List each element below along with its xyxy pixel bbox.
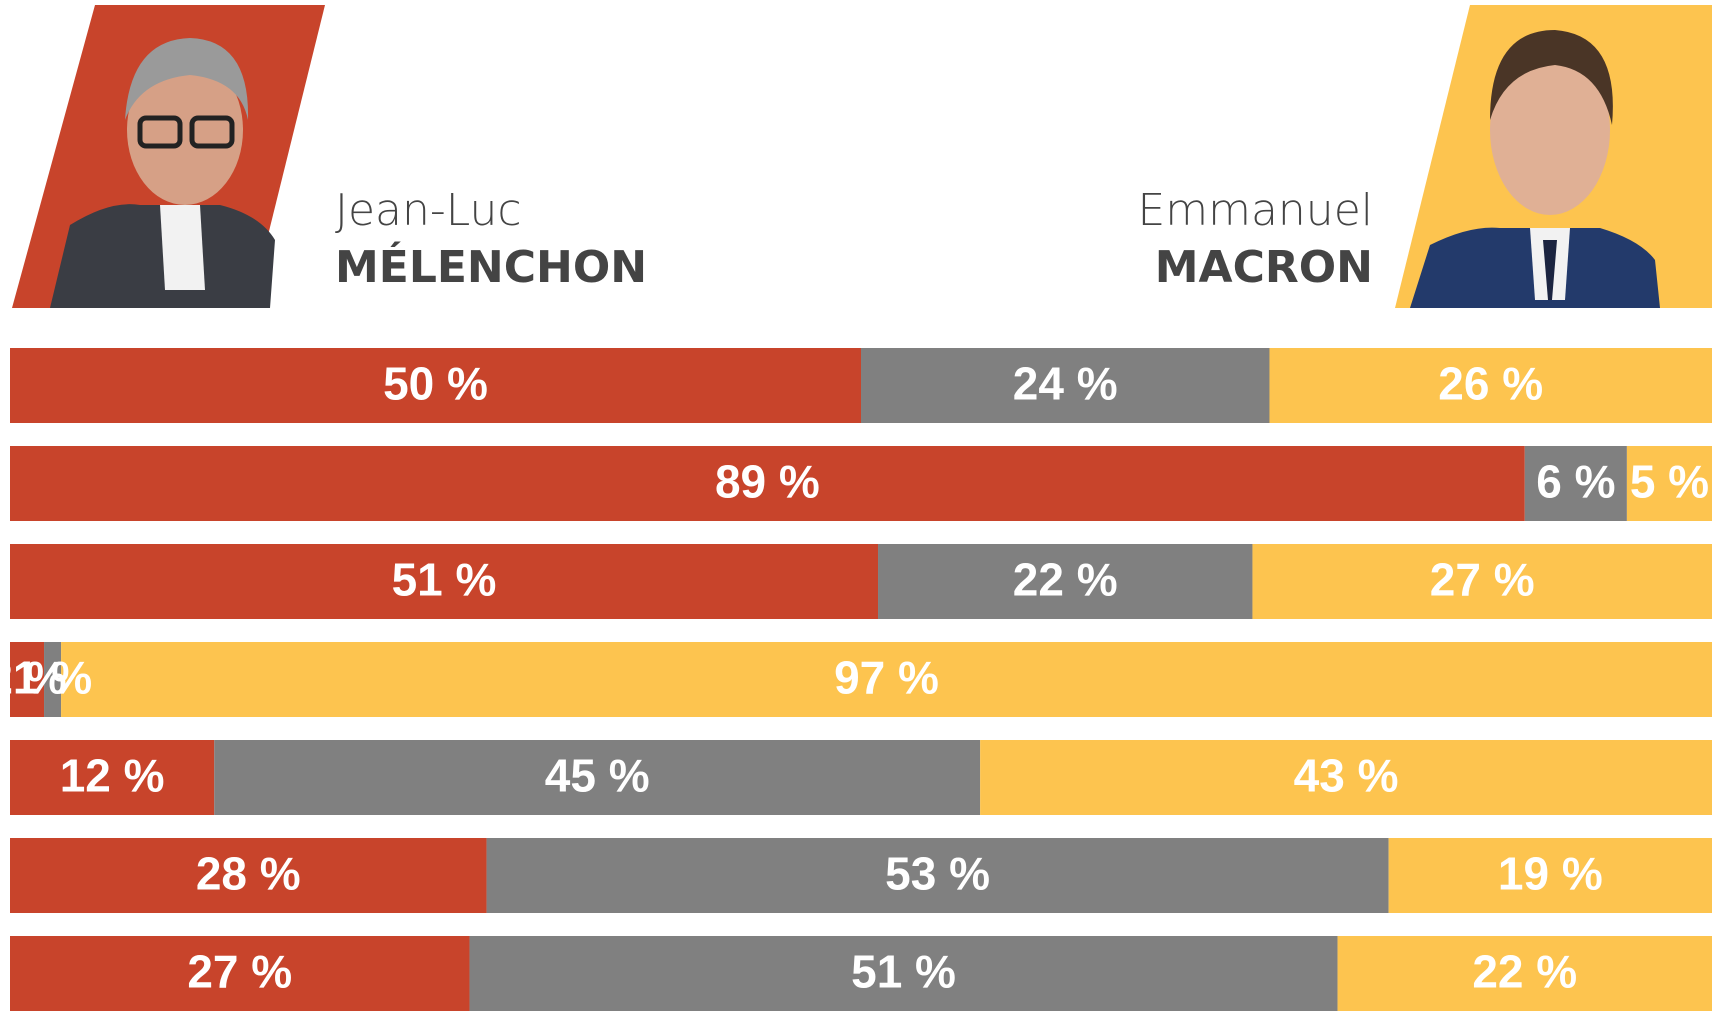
value-label: 43 %	[1294, 750, 1399, 802]
candidate-first-name: Emmanuel	[1137, 185, 1373, 236]
candidate-first-name: Jean-Luc	[335, 185, 522, 236]
value-label: 89 %	[715, 456, 820, 508]
value-label: 22 %	[1472, 946, 1577, 998]
value-label: 26 %	[1438, 358, 1543, 410]
value-label: 12 %	[60, 750, 165, 802]
value-label: 22 %	[1013, 554, 1118, 606]
value-label: 53 %	[885, 848, 990, 900]
value-label: 5 %	[1630, 456, 1709, 508]
value-label: 27 %	[1430, 554, 1535, 606]
value-label: 51 %	[851, 946, 956, 998]
value-label: 19 %	[1498, 848, 1603, 900]
candidate-last-name: MÉLENCHON	[335, 240, 647, 293]
bars: 50 %24 %26 %89 %6 %5 %51 %22 %27 %2 %1 %…	[0, 348, 1712, 1011]
value-label: 97 %	[834, 652, 939, 704]
chart: Jean-Luc MÉLENCHON Emmanuel MACRON 50 % 2…	[0, 0, 1719, 1018]
value-label: 1 %	[13, 652, 92, 704]
value-label: 6 %	[1536, 456, 1615, 508]
candidate-last-name: MACRON	[1155, 242, 1373, 293]
value-label: 27 %	[187, 946, 292, 998]
value-label: 28 %	[196, 848, 301, 900]
value-label: 50 %	[383, 358, 488, 410]
value-label: 24 %	[1013, 358, 1118, 410]
value-label: 45 %	[545, 750, 650, 802]
value-label: 51 %	[392, 554, 497, 606]
